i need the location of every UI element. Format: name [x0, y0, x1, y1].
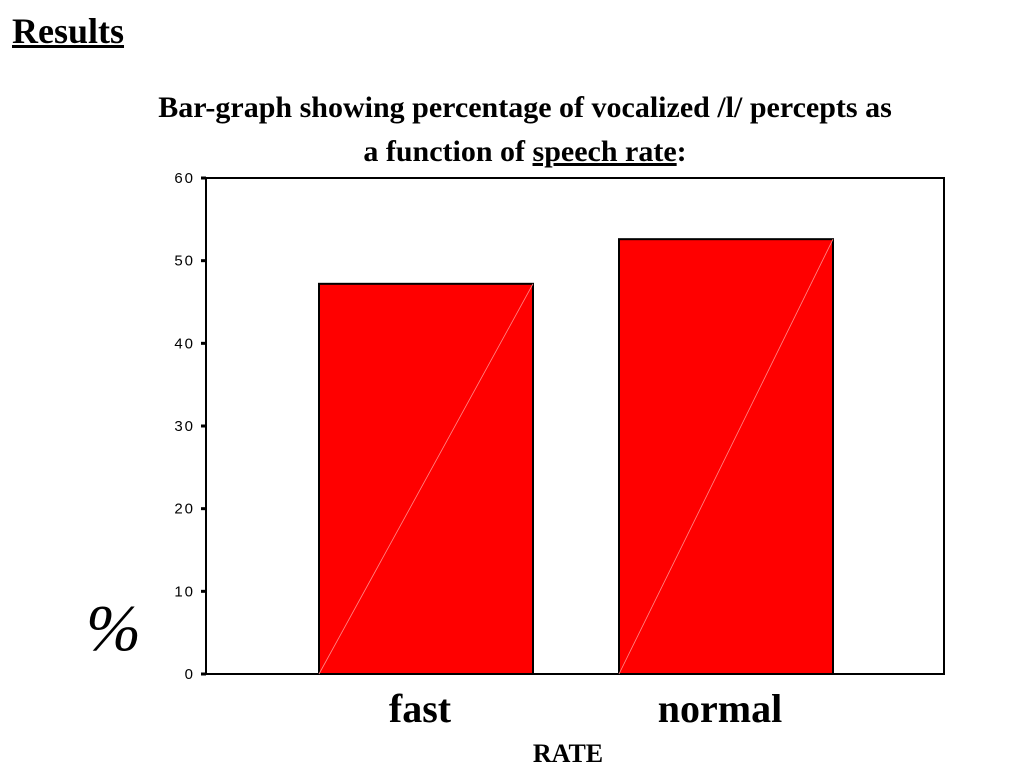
y-tick-label: 50	[174, 253, 195, 270]
y-tick-label: 40	[174, 335, 195, 352]
subtitle-line-1: Bar-graph showing percentage of vocalize…	[158, 91, 892, 124]
y-axis-title: %	[86, 592, 141, 665]
y-tick-label: 0	[185, 666, 195, 683]
y-tick-label: 60	[174, 170, 195, 187]
slide-title: Results	[12, 11, 125, 51]
y-axis-ticks: 0 10 20 30 40 50 60	[174, 170, 206, 683]
x-category-label: fast	[389, 686, 452, 731]
bar-diagonal-line	[318, 283, 534, 675]
x-axis-title: RATE	[533, 739, 603, 768]
bar-normal	[618, 238, 834, 675]
bar-diagonal-line	[618, 238, 834, 675]
x-axis-labels: fast normal	[389, 686, 782, 731]
subtitle-colon: :	[676, 135, 687, 168]
x-category-label: normal	[658, 686, 782, 731]
chart-subtitle: Bar-graph showing percentage of vocalize…	[40, 86, 1010, 174]
y-tick-label: 30	[174, 418, 195, 435]
y-tick-label: 20	[174, 501, 195, 518]
subtitle-line-2: a function of	[363, 135, 533, 168]
y-tick-label: 10	[174, 583, 195, 600]
bar-fast	[318, 282, 534, 675]
bars-group	[318, 238, 834, 675]
subtitle-underlined: speech rate	[532, 135, 677, 168]
